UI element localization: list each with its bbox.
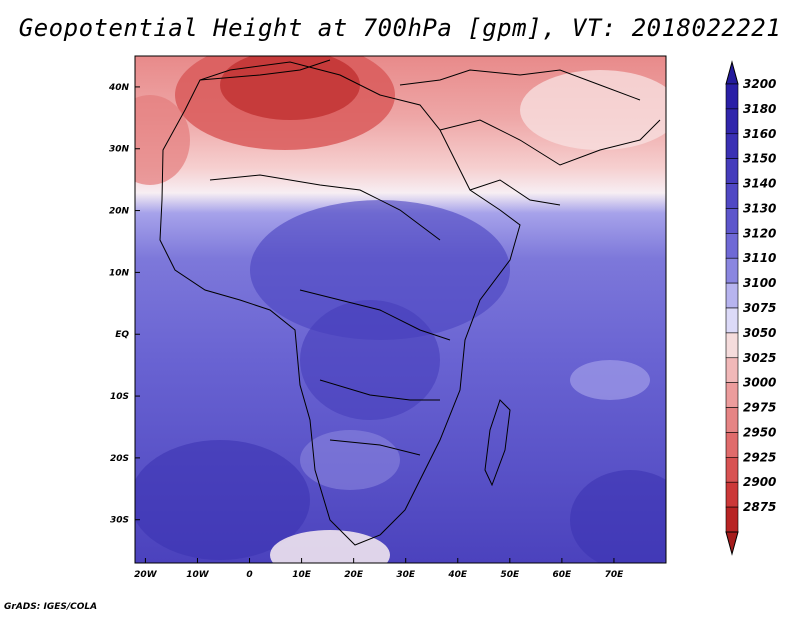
colorbar-label: 2900: [743, 475, 776, 489]
lat-tick-label: 30N: [109, 145, 130, 155]
colorbar-label: 3075: [743, 301, 776, 315]
colorbar-swatch: [725, 133, 739, 159]
lon-tick-label: 20W: [134, 570, 158, 580]
latitude-axis: 40N 30N 20N 10N EQ 10S 20S 30S: [108, 83, 140, 526]
colorbar-label: 2950: [743, 425, 776, 439]
lon-tick-label: 70E: [605, 570, 625, 580]
lon-tick-label: 50E: [500, 570, 520, 580]
colorbar-label: 2925: [743, 450, 776, 464]
colorbar: 3200 3180 3160 3150 3140 3130 3120 3110 3100 3075…: [725, 60, 776, 556]
colorbar-swatch: [725, 183, 739, 209]
colorbar-label: 2875: [743, 500, 776, 514]
colorbar-swatch: [725, 158, 739, 184]
map-frame: [134, 55, 667, 564]
colorbar-label: 3100: [743, 276, 776, 290]
colorbar-swatch: [725, 307, 739, 334]
colorbar-label: 3000: [743, 376, 776, 390]
colorbar-label: 3025: [743, 351, 776, 365]
colorbar-swatch: [725, 208, 739, 234]
colorbar-label: 3150: [743, 152, 776, 166]
colorbar-swatch: [725, 83, 739, 110]
colorbar-label: 3110: [743, 251, 776, 265]
colorbar-label: 3120: [743, 226, 776, 240]
colorbar-swatch: [725, 108, 739, 135]
lat-tick-label: 20S: [110, 454, 129, 464]
colorbar-swatch: [725, 233, 739, 259]
lat-tick-label: EQ: [115, 330, 129, 340]
colorbar-swatch: [725, 506, 739, 533]
colorbar-swatch: [725, 407, 739, 433]
lat-tick-label: 10S: [110, 392, 129, 402]
credit-text: GrADS: IGES/COLA: [4, 602, 98, 612]
colorbar-swatch: [725, 357, 739, 383]
longitude-axis: 20W 10W 0 10E 20E 30E 40E 50E 60E 70E: [134, 558, 624, 580]
lat-tick-label: 10N: [109, 268, 130, 278]
lat-tick-label: 20N: [109, 207, 130, 217]
coastlines: [159, 59, 661, 546]
map-title: Geopotential Height at 700hPa [gpm], VT:…: [18, 14, 782, 42]
lat-tick-label: 30S: [110, 516, 129, 526]
colorbar-label: 3140: [743, 177, 776, 191]
lon-tick-label: 20E: [344, 570, 364, 580]
colorbar-swatch: [725, 481, 739, 508]
colorbar-label: 3050: [743, 326, 776, 340]
lon-tick-label: 10W: [186, 570, 210, 580]
height-field: [135, 56, 666, 563]
lon-tick-label: 60E: [553, 570, 573, 580]
colorbar-bottom-arrow: [725, 531, 739, 556]
colorbar-label: 3180: [743, 102, 776, 116]
colorbar-swatch: [725, 432, 739, 458]
lon-tick-label: 30E: [396, 570, 416, 580]
colorbar-label: 2975: [743, 401, 776, 415]
colorbar-swatch: [725, 332, 739, 359]
lon-tick-label: 0: [246, 570, 252, 580]
colorbar-swatch: [725, 457, 739, 483]
colorbar-label: 3130: [743, 201, 776, 215]
colorbar-label: 3200: [743, 77, 776, 91]
lon-tick-label: 40E: [447, 570, 468, 580]
colorbar-swatch: [725, 282, 739, 309]
lon-tick-label: 10E: [292, 570, 312, 580]
colorbar-swatch: [725, 257, 739, 284]
colorbar-swatch: [725, 382, 739, 408]
colorbar-top-arrow: [725, 60, 739, 85]
lat-tick-label: 40N: [108, 83, 130, 93]
colorbar-label: 3160: [743, 127, 776, 141]
